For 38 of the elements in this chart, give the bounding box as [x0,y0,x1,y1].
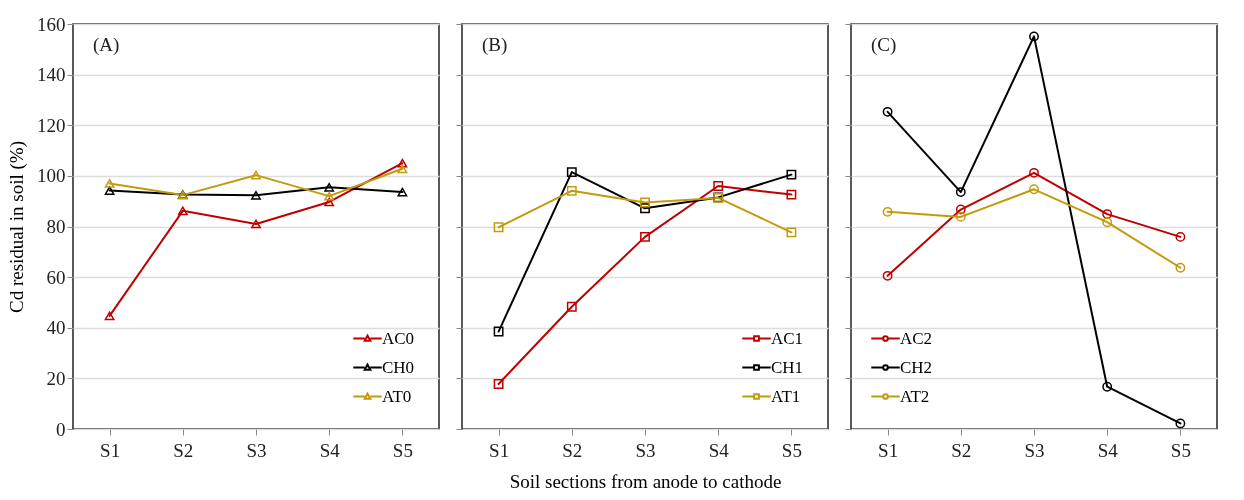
x-tick-label: S3 [246,439,267,461]
x-tick-label: S3 [635,439,656,461]
x-tick-label: S5 [781,439,802,461]
x-tick-label: S5 [392,439,413,461]
x-tick-label: S4 [319,439,341,461]
annotation: (A) [93,34,120,56]
x-tick-label: S4 [708,439,730,461]
y-tick-label: 0 [56,418,66,440]
x-axis-title: Soil sections from anode to cathode [509,470,782,492]
annotation: (C) [871,34,897,56]
x-tick-label: S4 [1097,439,1119,461]
y-tick-label: 80 [46,216,66,237]
legend-label: AC2 [900,328,933,348]
x-tick-label: S2 [951,439,972,461]
x-tick-label: S3 [1024,439,1045,461]
y-tick-label: 140 [37,64,66,86]
legend-label: AC0 [382,328,415,348]
x-tick-label: S2 [562,439,583,461]
x-tick-label: S1 [878,439,899,461]
y-tick-label: 100 [37,165,66,187]
legend-label: CH2 [900,357,933,377]
x-tick-label: S1 [489,439,510,461]
legend-label: CH1 [771,357,804,377]
legend-label: AC1 [771,328,804,348]
legend-label: AT2 [900,386,930,406]
y-tick-label: 20 [46,367,66,389]
y-tick-label: 120 [37,114,66,136]
legend-label: AT1 [771,386,801,406]
x-tick-label: S1 [100,439,121,461]
y-tick-label: 40 [46,317,66,339]
y-axis-title: Cd residual in soil (%) [6,140,28,314]
legend-label: CH0 [382,357,415,377]
annotation: (B) [482,34,508,56]
y-tick-label: 60 [46,266,66,288]
y-tick-label: 160 [37,13,66,35]
x-tick-label: S2 [173,439,194,461]
legend-label: AT0 [382,386,412,406]
x-tick-label: S5 [1170,439,1191,461]
